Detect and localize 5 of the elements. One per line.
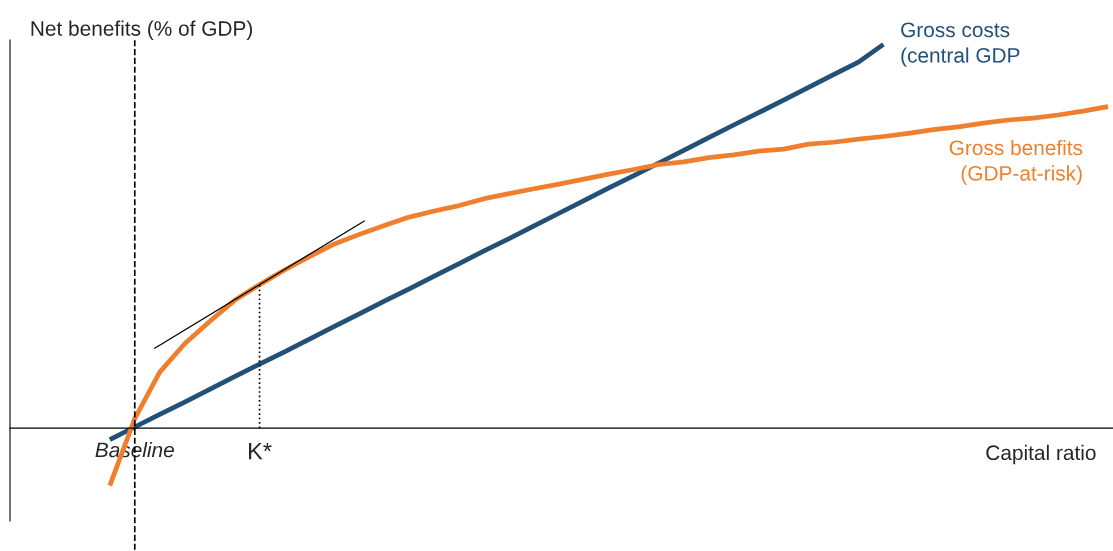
- series-label: Gross costs (central GDP: [901, 22, 1020, 67]
- series-label: Gross benefits (GDP-at-risk): [949, 139, 1083, 185]
- y-axis-title: Net benefits (% of GDP): [31, 20, 253, 40]
- x-tick-label: K*: [249, 442, 272, 460]
- x-axis-title: Capital ratio: [986, 444, 1096, 465]
